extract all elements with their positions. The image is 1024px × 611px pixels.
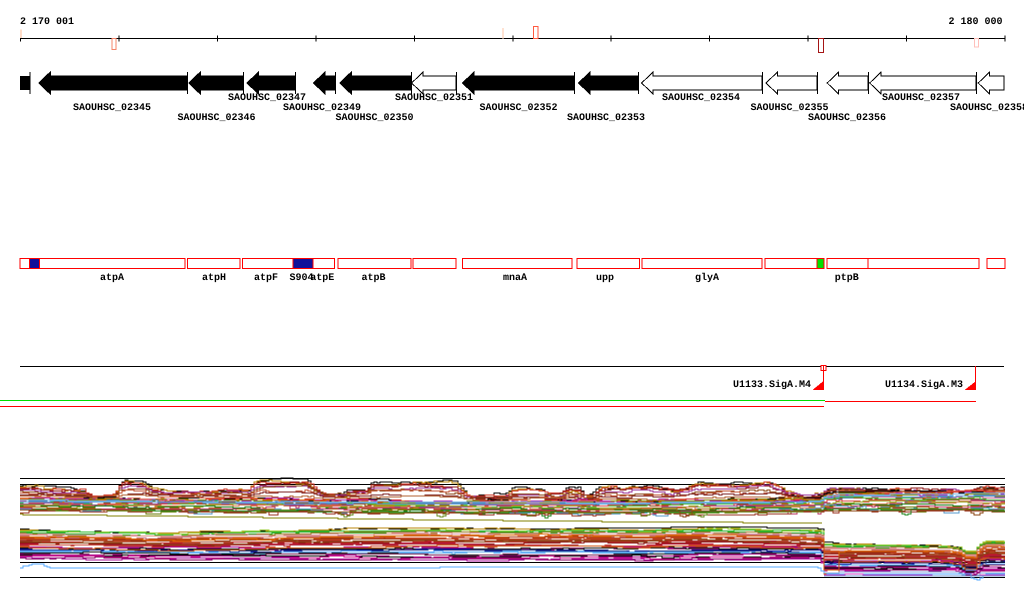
- svg-text:SAOUHSC_02357: SAOUHSC_02357: [882, 93, 960, 104]
- svg-text:atpB: atpB: [361, 273, 385, 284]
- svg-text:atpE: atpE: [310, 273, 334, 284]
- svg-text:atpH: atpH: [202, 273, 226, 284]
- svg-text:atpA: atpA: [100, 273, 124, 284]
- svg-text:2 170 001: 2 170 001: [20, 17, 74, 28]
- svg-text:SAOUHSC_02354: SAOUHSC_02354: [662, 93, 740, 104]
- svg-text:S904: S904: [289, 273, 313, 284]
- svg-text:mnaA: mnaA: [503, 273, 527, 284]
- svg-text:SAOUHSC_02349: SAOUHSC_02349: [283, 103, 361, 114]
- svg-text:SAOUHSC_02350: SAOUHSC_02350: [336, 113, 414, 124]
- svg-text:SAOUHSC_02355: SAOUHSC_02355: [751, 103, 829, 114]
- svg-text:glyA: glyA: [695, 272, 719, 284]
- svg-text:U1133.SigA.M4: U1133.SigA.M4: [733, 379, 811, 391]
- svg-text:SAOUHSC_02356: SAOUHSC_02356: [808, 113, 886, 124]
- svg-text:atpF: atpF: [254, 273, 278, 284]
- svg-text:SAOUHSC_02345: SAOUHSC_02345: [73, 103, 151, 114]
- svg-text:SAOUHSC_02352: SAOUHSC_02352: [480, 103, 558, 114]
- svg-text:SAOUHSC_02346: SAOUHSC_02346: [178, 113, 256, 124]
- svg-text:SAOUHSC_02353: SAOUHSC_02353: [567, 113, 645, 124]
- svg-text:upp: upp: [596, 273, 614, 284]
- svg-text:SAOUHSC_02351: SAOUHSC_02351: [395, 93, 473, 104]
- svg-text:U1134.SigA.M3: U1134.SigA.M3: [885, 379, 963, 391]
- svg-text:2 180 000: 2 180 000: [948, 17, 1002, 28]
- svg-text:ptpB: ptpB: [835, 273, 859, 284]
- svg-text:SAOUHSC_02347: SAOUHSC_02347: [228, 93, 306, 104]
- svg-text:SAOUHSC_02358: SAOUHSC_02358: [950, 103, 1024, 114]
